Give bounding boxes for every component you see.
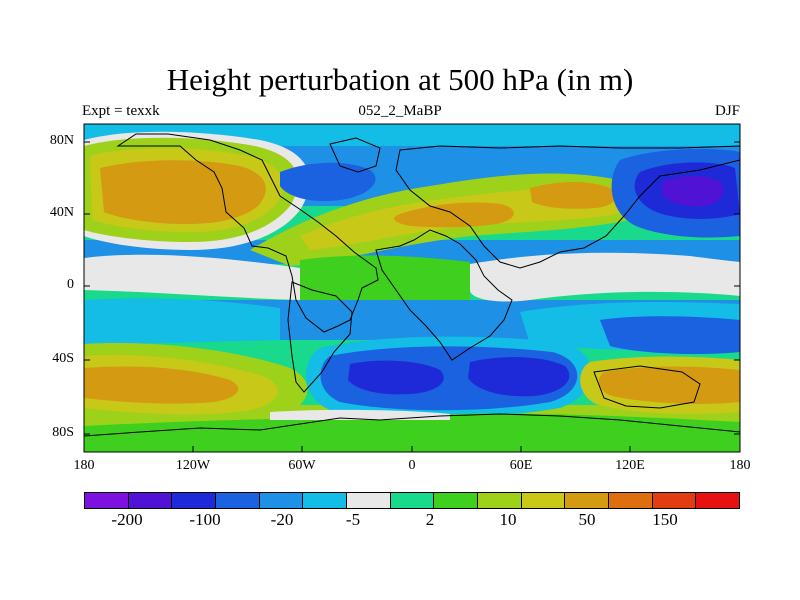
antarctic-neutral-strip bbox=[270, 409, 450, 420]
colorbar-swatch-11 bbox=[565, 493, 610, 508]
tropical-neutral-east bbox=[470, 252, 740, 302]
s-indian-ridge-core bbox=[598, 366, 740, 404]
n-pacific-ridge-core bbox=[100, 160, 266, 224]
colorbar bbox=[84, 492, 740, 509]
n-atlantic-low bbox=[280, 162, 376, 202]
eurasia-africa-outline bbox=[375, 229, 513, 361]
tropical-neutral-west bbox=[84, 254, 300, 300]
lon-label-120w: 120W bbox=[175, 458, 211, 473]
plot-title: Height perturbation at 500 hPa (in m) bbox=[166, 62, 634, 97]
tropical-green-strip bbox=[300, 255, 470, 300]
colorbar-label-minus200: -200 bbox=[111, 510, 143, 529]
australia-outline bbox=[593, 365, 701, 409]
colorbar-label-minus20: -20 bbox=[270, 510, 294, 529]
southern-ocean-low-east-core bbox=[468, 357, 570, 397]
antarctica-outline bbox=[84, 413, 740, 437]
colorbar-swatch-5 bbox=[303, 493, 348, 508]
colorbar-swatch-3 bbox=[216, 493, 260, 508]
colorbar-label-150: 150 bbox=[652, 510, 678, 529]
antarctic-green-band bbox=[84, 413, 740, 452]
lat-label-80n: 80N bbox=[49, 133, 74, 148]
siberian-ridge-core bbox=[530, 182, 617, 209]
colorbar-swatch-7 bbox=[390, 493, 435, 508]
run-label: 052_2_MaBP bbox=[358, 103, 442, 119]
asia-outline bbox=[395, 145, 740, 269]
colorbar-swatch-14 bbox=[696, 493, 740, 508]
n-pacific-low-peak bbox=[662, 176, 724, 207]
southern-ocean-low-west-core bbox=[348, 360, 444, 395]
colorbar-swatch-1 bbox=[128, 493, 173, 508]
south-america-outline bbox=[287, 281, 353, 393]
continent-outlines bbox=[84, 133, 740, 437]
lon-label-0: 0 bbox=[408, 458, 416, 473]
colorbar-label-2: 2 bbox=[425, 510, 435, 529]
colorbar-label-50: 50 bbox=[578, 510, 596, 529]
colorbar-swatch-8 bbox=[434, 493, 479, 508]
tropical-light-blue bbox=[84, 298, 280, 344]
colorbar-swatch-0 bbox=[85, 493, 129, 508]
colorbar-swatch-10 bbox=[521, 493, 566, 508]
colorbar-swatch-9 bbox=[478, 493, 522, 508]
north-america-outline bbox=[116, 133, 379, 333]
colorbar-swatch-2 bbox=[172, 493, 217, 508]
colorbar-swatch-12 bbox=[609, 493, 653, 508]
experiment-label: Expt = texxk bbox=[82, 103, 160, 119]
lat-label-eq: 0 bbox=[67, 277, 74, 292]
s-pacific-ridge-core bbox=[84, 366, 239, 404]
lon-label-60e: 60E bbox=[509, 458, 533, 473]
colorbar-label-10: 10 bbox=[499, 510, 517, 529]
colorbar-label-minus5: -5 bbox=[345, 510, 361, 529]
lat-label-80s: 80S bbox=[52, 425, 74, 440]
lon-label-180w: 180 bbox=[73, 458, 95, 473]
axis-ticks bbox=[83, 141, 741, 452]
lat-label-40n: 40N bbox=[49, 205, 74, 220]
colorbar-swatch-4 bbox=[259, 493, 304, 508]
s-pacific-low-east bbox=[600, 316, 740, 354]
greenland-outline bbox=[329, 137, 381, 173]
colorbar-swatch-6 bbox=[347, 493, 391, 508]
lat-label-40s: 40S bbox=[52, 351, 74, 366]
lon-label-180e: 180 bbox=[729, 458, 751, 473]
colorbar-swatch-13 bbox=[652, 493, 697, 508]
season-label: DJF bbox=[714, 103, 740, 119]
lon-label-120e: 120E bbox=[615, 458, 645, 473]
colorbar-label-minus100: -100 bbox=[189, 510, 221, 529]
lon-label-60w: 60W bbox=[288, 458, 316, 473]
